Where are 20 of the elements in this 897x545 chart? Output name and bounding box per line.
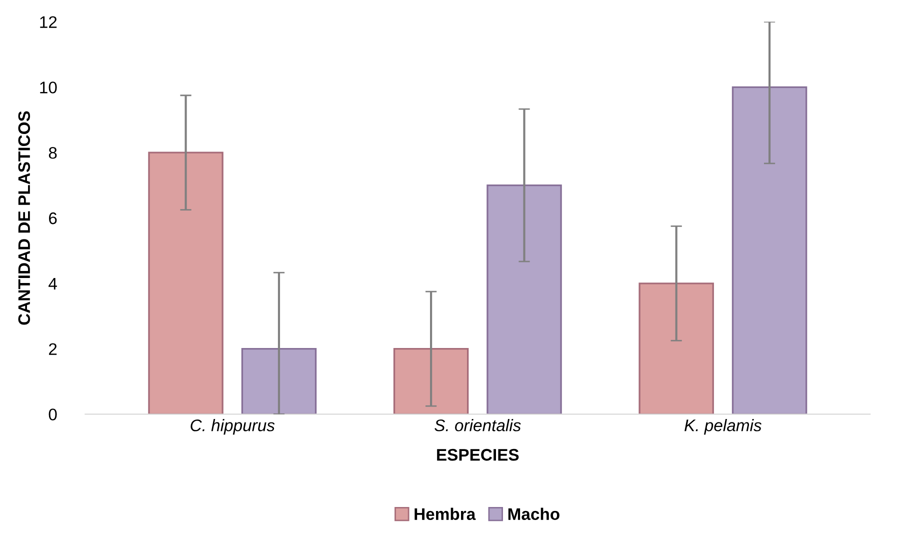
y-axis-title: CANTIDAD DE PLASTICOS [18, 111, 30, 325]
x-tick-label: S. orientalis [434, 419, 521, 432]
bar [148, 152, 224, 414]
bar [486, 184, 562, 414]
bar [638, 282, 714, 414]
y-tick-label: 8 [48, 147, 57, 159]
y-tick-label: 6 [49, 212, 57, 224]
y-tick-label: 10 [40, 82, 57, 94]
legend-label: Hembra [414, 508, 476, 520]
y-tick-label: 4 [48, 278, 57, 290]
y-tick-label: 0 [48, 408, 57, 420]
y-tick-label: 12 [40, 16, 57, 28]
x-tick-label: K. pelamis [684, 419, 762, 435]
bar [241, 348, 317, 414]
legend-label: Macho [508, 508, 560, 520]
bar [393, 348, 469, 414]
x-tick-label: C. hippurus [190, 419, 275, 435]
bar [732, 86, 808, 414]
y-tick-label: 2 [49, 343, 57, 355]
x-axis-title: ESPECIES [437, 448, 519, 461]
